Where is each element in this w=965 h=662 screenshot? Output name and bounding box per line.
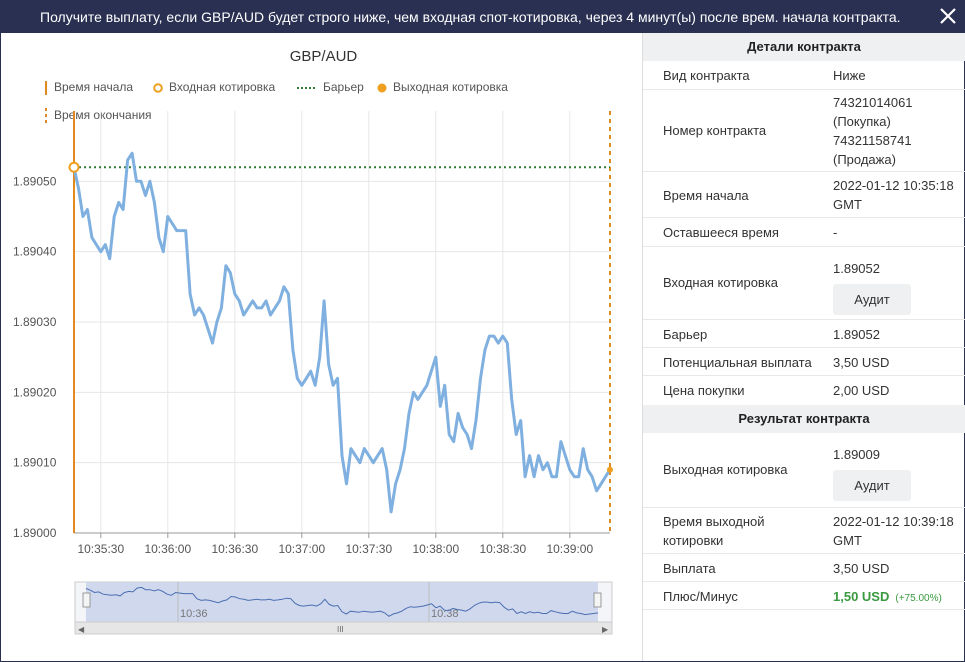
result-heading: Результат контракта bbox=[643, 405, 965, 433]
profit-amount: 1,50 USD bbox=[833, 589, 890, 604]
legend-end-time-label: Время окончания bbox=[54, 108, 152, 123]
row-contract-id: Номер контракта 74321014061 (Покупка) 74… bbox=[643, 90, 965, 172]
profit-percent: (+75.00%) bbox=[895, 593, 942, 604]
navigator-label: 10:38 bbox=[431, 608, 459, 620]
row-exit-time: Время выходной котировки 2022-01-12 10:3… bbox=[643, 508, 965, 554]
entry-quote-marker bbox=[68, 161, 80, 173]
x-tick-label: 10:36:30 bbox=[211, 542, 258, 556]
contract-id-label: Номер контракта bbox=[663, 123, 767, 138]
legend-exit-quote-label: Выходная котировка bbox=[393, 80, 508, 94]
row-payout: Выплата 3,50 USD bbox=[643, 554, 965, 582]
chart-area: GBP/AUD Время начала Входная котировка Б… bbox=[1, 33, 642, 661]
purchase-price-value: 2,00 USD bbox=[833, 383, 890, 398]
navigator-selection[interactable] bbox=[86, 582, 598, 622]
payout-label: Выплата bbox=[663, 561, 716, 576]
end-time-line-icon bbox=[45, 108, 47, 124]
navigator-right-handle[interactable] bbox=[593, 592, 602, 608]
chart-title: GBP/AUD bbox=[289, 48, 358, 65]
x-tick-label: 10:37:00 bbox=[278, 542, 325, 556]
row-potential-payout: Потенциальная выплата 3,50 USD bbox=[643, 348, 965, 376]
close-icon[interactable] bbox=[938, 6, 958, 26]
contract-details-panel: Детали контракта Вид контракта Ниже Номе… bbox=[642, 33, 965, 661]
profit-loss-label: Плюс/Минус bbox=[663, 589, 738, 604]
potential-payout-label: Потенциальная выплата bbox=[663, 355, 812, 370]
exit-quote-marker bbox=[607, 466, 613, 473]
price-series-line bbox=[72, 151, 612, 514]
y-tick-label: 1.89000 bbox=[13, 526, 57, 540]
x-tick-label: 10:36:00 bbox=[144, 542, 191, 556]
legend-barrier[interactable]: Барьер bbox=[297, 80, 364, 94]
x-tick-label: 10:37:30 bbox=[345, 542, 392, 556]
potential-payout-value: 3,50 USD bbox=[833, 355, 890, 370]
x-tick-label: 10:38:00 bbox=[412, 542, 459, 556]
legend-exit-quote[interactable]: Выходная котировка bbox=[377, 80, 508, 94]
entry-quote-label: Входная котировка bbox=[663, 275, 779, 290]
scroll-right-arrow-icon[interactable]: ▶ bbox=[602, 625, 609, 634]
scroll-left-arrow-icon[interactable]: ◀ bbox=[78, 625, 85, 634]
start-time-value: 2022-01-12 10:35:18 GMT bbox=[833, 178, 954, 212]
x-tick-label: 10:35:30 bbox=[77, 542, 124, 556]
contract-id-value: 74321014061 (Покупка) 74321158741 (Прода… bbox=[833, 95, 913, 167]
exit-quote-label: Выходная котировка bbox=[663, 462, 788, 477]
start-time-label: Время начала bbox=[663, 188, 749, 203]
navigator-left-handle[interactable] bbox=[82, 592, 91, 608]
navigator-scrollbar[interactable] bbox=[74, 621, 613, 635]
barrier-label: Барьер bbox=[663, 327, 708, 342]
row-entry-quote: Входная котировка 1.89052 Аудит bbox=[643, 247, 965, 320]
purchase-price-label: Цена покупки bbox=[663, 383, 745, 398]
legend-start-time[interactable]: Время начала bbox=[45, 80, 133, 95]
row-exit-quote: Выходная котировка 1.89009 Аудит bbox=[643, 433, 965, 508]
navigator[interactable]: 10:36 10:38 ◀ ▶ III bbox=[74, 581, 613, 635]
row-contract-type: Вид контракта Ниже bbox=[643, 61, 965, 90]
exit-audit-button[interactable]: Аудит bbox=[833, 470, 911, 501]
exit-time-value: 2022-01-12 10:39:18 GMT bbox=[833, 514, 954, 548]
row-purchase-price: Цена покупки 2,00 USD bbox=[643, 376, 965, 404]
entry-quote-value: 1.89052 bbox=[833, 261, 880, 276]
remaining-time-value: - bbox=[833, 225, 838, 240]
profit-loss-value: 1,50 USD (+75.00%) bbox=[833, 587, 942, 608]
row-profit-loss: Плюс/Минус 1,50 USD (+75.00%) bbox=[643, 582, 965, 610]
y-tick-label: 1.89050 bbox=[13, 174, 57, 188]
payout-value: 3,50 USD bbox=[833, 561, 890, 576]
row-barrier: Барьер 1.89052 bbox=[643, 320, 965, 348]
price-chart[interactable]: 1.89000 1.89010 1.89020 1.89030 1.89040 1.890… bbox=[1, 33, 642, 661]
y-tick-label: 1.89030 bbox=[13, 315, 57, 329]
legend-start-time-label: Время начала bbox=[54, 80, 134, 94]
start-time-line-icon bbox=[45, 80, 47, 95]
details-heading: Детали контракта bbox=[643, 33, 965, 61]
y-tick-label: 1.89040 bbox=[13, 245, 57, 259]
y-tick-label: 1.89020 bbox=[13, 385, 57, 399]
barrier-line-icon bbox=[297, 86, 317, 89]
dialog-title: Получите выплату, если GBP/AUD будет стр… bbox=[40, 9, 901, 25]
exit-time-label: Время выходной котировки bbox=[663, 514, 765, 548]
entry-audit-button[interactable]: Аудит bbox=[833, 284, 911, 315]
navigator-series-line bbox=[85, 586, 599, 617]
navigator-label: 10:36 bbox=[180, 608, 208, 620]
legend-end-time[interactable]: Время окончания bbox=[45, 108, 152, 124]
row-remaining-time: Оставшееся время - bbox=[643, 218, 965, 247]
row-start-time: Время начала 2022-01-12 10:35:18 GMT bbox=[643, 172, 965, 218]
legend-barrier-label: Барьер bbox=[323, 80, 364, 94]
scroll-thumb-grip[interactable]: III bbox=[337, 625, 344, 634]
legend-entry-quote-label: Входная котировка bbox=[169, 80, 276, 94]
entry-marker-icon bbox=[153, 83, 163, 93]
exit-quote-value: 1.89009 bbox=[833, 447, 880, 462]
contract-type-value: Ниже bbox=[833, 68, 866, 83]
exit-marker-icon bbox=[377, 83, 387, 93]
x-tick-label: 10:38:30 bbox=[479, 542, 526, 556]
remaining-time-label: Оставшееся время bbox=[663, 225, 779, 240]
dialog-header: Получите выплату, если GBP/AUD будет стр… bbox=[0, 0, 965, 33]
legend-entry-quote[interactable]: Входная котировка bbox=[153, 80, 275, 94]
x-tick-label: 10:39:00 bbox=[546, 542, 593, 556]
barrier-value: 1.89052 bbox=[833, 327, 880, 342]
y-tick-label: 1.89010 bbox=[13, 456, 57, 470]
contract-type-label: Вид контракта bbox=[663, 68, 750, 83]
